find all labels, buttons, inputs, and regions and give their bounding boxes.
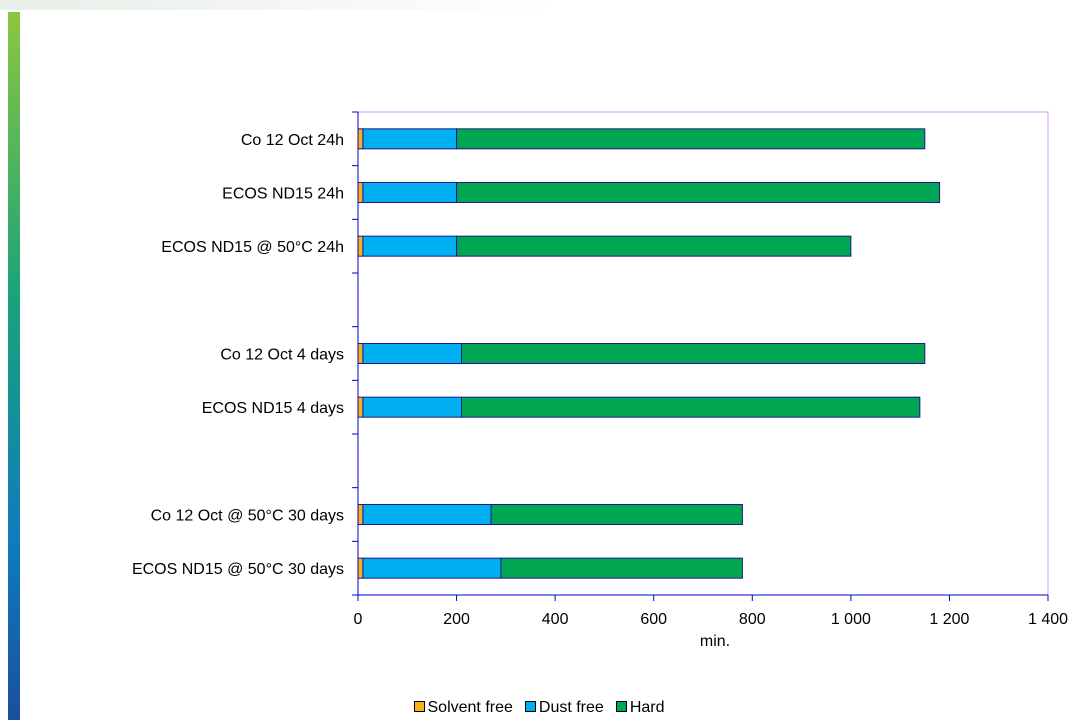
bar-segment-hard <box>461 343 926 364</box>
x-axis-ticks <box>357 595 1049 601</box>
category-label: ECOS ND15 @ 50°C 24h <box>161 239 344 256</box>
category-label: Co 12 Oct 4 days <box>220 347 344 364</box>
x-tick-label: 0 <box>354 611 363 628</box>
bars-group <box>357 128 941 579</box>
bar-segment-dust-free <box>362 343 462 364</box>
bar-segment-solvent-free <box>357 343 364 364</box>
bar-segment-hard <box>456 235 852 257</box>
bar-segment-solvent-free <box>357 128 364 150</box>
y-axis-ticks <box>352 111 358 596</box>
bar-segment-solvent-free <box>357 235 364 257</box>
bar-segment-dust-free <box>362 128 458 150</box>
bar-segment-dust-free <box>362 396 462 418</box>
bar-segment-dust-free <box>362 557 502 579</box>
x-tick-labels: 0 200 400 600 800 1 000 1 200 1 400 <box>354 611 1069 628</box>
x-tick-label: 200 <box>443 611 470 628</box>
bar-segment-solvent-free <box>357 396 364 418</box>
category-label: Co 12 Oct 24h <box>241 132 344 149</box>
bar-segment-hard <box>456 128 926 150</box>
legend-item: Hard <box>615 699 665 717</box>
bar-segment-dust-free <box>362 182 458 203</box>
legend-swatch <box>615 701 627 713</box>
bar-segment-solvent-free <box>357 182 364 203</box>
category-label: ECOS ND15 24h <box>222 186 344 203</box>
bar-segment-hard <box>456 182 941 203</box>
bar-segment-dust-free <box>362 504 492 525</box>
x-tick-label: 800 <box>739 611 766 628</box>
legend-label: Hard <box>629 699 665 716</box>
legend-swatch <box>413 701 425 713</box>
legend-item: Solvent free <box>413 699 513 717</box>
legend-item: Dust free <box>524 699 604 717</box>
category-label: ECOS ND15 4 days <box>202 400 344 417</box>
x-axis-title: min. <box>700 633 730 650</box>
legend-label: Dust free <box>538 699 604 716</box>
decorative-top-strip <box>0 0 560 10</box>
legend: Solvent free Dust free Hard <box>0 699 1078 717</box>
x-tick-label: 1 000 <box>831 611 871 628</box>
bar-segment-hard <box>500 557 743 579</box>
bar-segment-solvent-free <box>357 504 364 525</box>
legend-label: Solvent free <box>427 699 513 716</box>
x-tick-label: 1 200 <box>929 611 969 628</box>
x-tick-label: 1 400 <box>1028 611 1068 628</box>
bar-segment-hard <box>461 396 921 418</box>
bar-segment-solvent-free <box>357 557 364 579</box>
legend-swatch <box>524 701 536 713</box>
decorative-side-gradient-bar <box>8 12 20 720</box>
x-tick-label: 400 <box>542 611 569 628</box>
x-tick-label: 600 <box>640 611 667 628</box>
bar-segment-hard <box>490 504 743 525</box>
bar-segment-dust-free <box>362 235 458 257</box>
category-labels: Co 12 Oct 24h ECOS ND15 24h ECOS ND15 @ 50… <box>132 132 344 578</box>
category-label: ECOS ND15 @ 50°C 30 days <box>132 561 344 578</box>
category-label: Co 12 Oct @ 50°C 30 days <box>151 508 344 525</box>
